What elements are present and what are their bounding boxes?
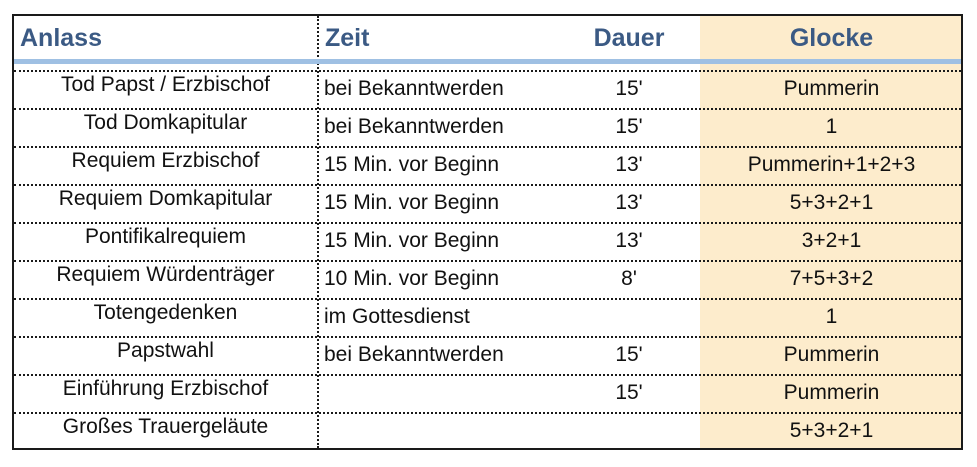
table-row: Requiem Domkapitular 15 Min. vor Beginn … <box>14 184 961 220</box>
cell-dauer: 13' <box>615 191 643 214</box>
cell-anlass: Pontifikalrequiem <box>84 225 247 248</box>
cell-dauer: 8' <box>621 267 637 290</box>
cell-anlass: Totengedenken <box>93 301 238 324</box>
table-header-row: Anlass Zeit Dauer Glocke <box>14 16 961 60</box>
cell-dauer: 13' <box>615 229 643 252</box>
cell-zeit: bei Bekanntwerden <box>324 343 504 366</box>
cell-glocke: Pummerin+1+2+3 <box>747 153 916 176</box>
cell-glocke: Pummerin <box>783 343 880 366</box>
cell-anlass: Papstwahl <box>117 339 214 362</box>
cell-glocke: Pummerin <box>783 77 880 100</box>
bell-schedule-table: Anlass Zeit Dauer Glocke Tod Papst / Erz… <box>12 14 963 450</box>
cell-zeit: 15 Min. vor Beginn <box>324 229 500 252</box>
cell-dauer: 15' <box>615 381 643 404</box>
cell-glocke: 1 <box>825 305 838 328</box>
cell-glocke: Pummerin <box>783 381 880 404</box>
cell-dauer: 15' <box>615 115 643 138</box>
bell-column-background <box>700 16 961 448</box>
cell-anlass: Großes Trauergeläute <box>62 415 269 438</box>
header-glocke: Glocke <box>789 24 874 52</box>
cell-anlass: Requiem Erzbischof <box>71 149 260 172</box>
cell-anlass: Tod Papst / Erzbischof <box>61 73 270 96</box>
cell-zeit: 10 Min. vor Beginn <box>324 267 500 290</box>
cell-zeit: 15 Min. vor Beginn <box>324 191 500 214</box>
table-row: Papstwahl bei Bekanntwerden 15' Pummerin <box>14 336 961 372</box>
cell-dauer: 15' <box>615 77 643 100</box>
header-dauer: Dauer <box>593 24 665 52</box>
cell-zeit: bei Bekanntwerden <box>324 77 504 100</box>
cell-zeit: im Gottesdienst <box>324 305 470 328</box>
table-row: Einführung Erzbischof 15' Pummerin <box>14 374 961 410</box>
header-rule <box>14 59 961 64</box>
cell-anlass: Requiem Würdenträger <box>56 263 275 286</box>
cell-zeit: 15 Min. vor Beginn <box>324 153 500 176</box>
header-anlass: Anlass <box>20 24 102 52</box>
cell-anlass: Requiem Domkapitular <box>58 187 273 210</box>
cell-glocke: 5+3+2+1 <box>789 419 874 442</box>
cell-zeit: bei Bekanntwerden <box>324 115 504 138</box>
cell-dauer: 13' <box>615 153 643 176</box>
column-separator <box>317 16 319 448</box>
header-zeit: Zeit <box>325 24 370 52</box>
cell-dauer: 15' <box>615 343 643 366</box>
table-row: Tod Domkapitular bei Bekanntwerden 15' 1 <box>14 108 961 144</box>
cell-glocke: 7+5+3+2 <box>789 267 874 290</box>
table-row: Totengedenken im Gottesdienst 1 <box>14 298 961 334</box>
table-row: Großes Trauergeläute 5+3+2+1 <box>14 412 961 448</box>
cell-anlass: Einführung Erzbischof <box>62 377 269 400</box>
cell-glocke: 5+3+2+1 <box>789 191 874 214</box>
table-row: Requiem Würdenträger 10 Min. vor Beginn … <box>14 260 961 296</box>
cell-glocke: 1 <box>825 115 838 138</box>
table-row: Tod Papst / Erzbischof bei Bekanntwerden… <box>14 70 961 106</box>
table-row: Requiem Erzbischof 15 Min. vor Beginn 13… <box>14 146 961 182</box>
cell-glocke: 3+2+1 <box>801 229 862 252</box>
cell-anlass: Tod Domkapitular <box>83 111 248 134</box>
table-row: Pontifikalrequiem 15 Min. vor Beginn 13'… <box>14 222 961 258</box>
